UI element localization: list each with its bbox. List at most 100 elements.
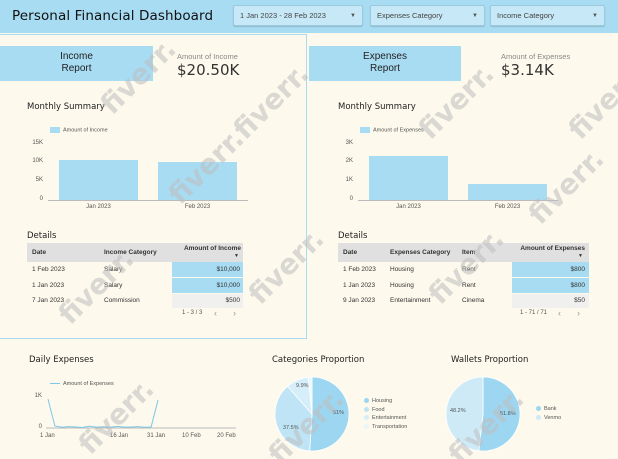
expenses-xtick-feb: Feb 2023 (494, 204, 521, 210)
legend-dot (364, 398, 369, 404)
daily-ytick-0: 0 (38, 424, 42, 430)
income-category-filter[interactable]: Income Category ▼ (490, 5, 605, 26)
income-pager: 1 - 3 / 3 (182, 310, 203, 316)
legend-dot (536, 406, 541, 412)
date-range-filter[interactable]: 1 Jan 2023 - 28 Feb 2023 ▼ (233, 5, 363, 26)
daily-xtick: 1 Jan (40, 433, 55, 439)
legend-dot (536, 414, 541, 420)
expenses-bar-jan-2023[interactable] (369, 156, 448, 200)
income-amount-value: $20.50K (177, 61, 240, 79)
daily-xtick: 16 Jan (110, 433, 129, 439)
expenses-bar-feb-2023[interactable] (468, 184, 547, 200)
legend-item[interactable]: Venmo (536, 414, 561, 423)
table-cell: $800 (570, 266, 585, 273)
expenses-report-line2: Report (369, 63, 400, 74)
wal-pie-label-venmo: 48.2% (450, 408, 466, 414)
next-page-icon[interactable]: › (577, 308, 580, 318)
legend-item[interactable]: Food (364, 406, 407, 415)
income-ytick-0: 0 (39, 196, 43, 202)
legend-item[interactable]: Housing (364, 397, 407, 406)
expenses-ytick-3k: 3K (345, 140, 353, 146)
expenses-category-filter[interactable]: Expenses Category ▼ (370, 5, 485, 26)
expenses-ytick-1k: 1K (345, 177, 353, 183)
income-col-amount[interactable]: Amount of Income (183, 245, 241, 252)
pie-slice[interactable] (445, 376, 484, 452)
categories-pie-chart[interactable] (273, 375, 351, 453)
income-report-box: Income Report (0, 46, 153, 81)
table-cell: 7 Jan 2023 (32, 297, 65, 304)
legend-label: Food (372, 406, 385, 413)
table-cell: Salary (104, 282, 123, 289)
legend-swatch (360, 127, 370, 133)
expenses-report-box: Expenses Report (309, 46, 461, 81)
expenses-ytick-2k: 2K (345, 158, 353, 164)
expenses-ytick-0: 0 (349, 196, 353, 202)
income-summary-title: Monthly Summary (27, 102, 105, 112)
income-legend: Amount of Income (50, 127, 108, 133)
table-cell: Rent (462, 266, 476, 273)
table-cell: 1 Jan 2023 (32, 282, 65, 289)
income-ytick-15k: 15K (32, 140, 43, 146)
table-cell: Housing (390, 282, 414, 289)
income-report-line1: Income (60, 51, 93, 62)
income-col-date[interactable]: Date (32, 249, 47, 256)
expenses-col-category[interactable]: Expenses Category (390, 249, 451, 256)
daily-xtick: 10 Feb (182, 433, 201, 439)
prev-page-icon[interactable]: ‹ (558, 308, 561, 318)
expenses-col-date[interactable]: Date (343, 249, 358, 256)
income-col-category[interactable]: Income Category (104, 249, 157, 256)
chevron-down-icon: ▼ (592, 12, 598, 19)
pie-slice[interactable] (307, 376, 313, 415)
daily-legend-label: Amount of Expenses (63, 381, 114, 387)
table-cell: Cinema (462, 297, 485, 304)
income-bar-jan-2023[interactable] (59, 160, 138, 200)
wal-pie-label-bank: 51.8% (500, 411, 516, 417)
expenses-amount-label: Amount of Expenses (501, 52, 571, 61)
expenses-legend: Amount of Expenses (360, 127, 424, 133)
income-table-header (27, 243, 243, 262)
legend-dot (364, 423, 369, 429)
income-bar-feb-2023[interactable] (158, 162, 237, 200)
next-page-icon[interactable]: › (233, 308, 236, 318)
pie-slice[interactable] (309, 376, 350, 452)
wallets-pie-chart[interactable] (444, 375, 522, 453)
legend-label: Entertainment (372, 415, 407, 421)
income-ytick-5k: 5K (35, 177, 43, 183)
watermark: fiverr. (561, 57, 618, 146)
income-category-label: Income Category (497, 11, 555, 20)
legend-label: Venmo (544, 414, 562, 421)
legend-item[interactable]: Entertainment (364, 414, 407, 423)
legend-item[interactable]: Bank (536, 405, 561, 414)
expenses-amount-bar-2 (512, 278, 589, 293)
income-report-line2: Report (61, 63, 92, 74)
expenses-category-label: Expenses Category (377, 11, 443, 20)
expenses-pager: 1 - 71 / 71 (520, 310, 548, 316)
table-cell: $500 (225, 297, 240, 304)
expenses-col-item[interactable]: Item (462, 249, 476, 256)
income-x-axis (48, 200, 248, 201)
daily-expenses-series-line (47, 398, 159, 429)
legend-label: Bank (544, 406, 557, 412)
legend-item[interactable]: Transportation (364, 423, 407, 432)
cat-pie-label-food: 37.5% (283, 425, 299, 431)
legend-dot (364, 406, 369, 412)
daily-expenses-line-chart[interactable] (46, 392, 241, 430)
sort-desc-icon[interactable]: ▼ (234, 253, 239, 259)
wallets-legend: Bank Venmo (536, 405, 561, 422)
prev-page-icon[interactable]: ‹ (214, 308, 217, 318)
expenses-col-amount[interactable]: Amount of Expenses (520, 245, 585, 252)
legend-label: Housing (372, 398, 393, 404)
expenses-summary-title: Monthly Summary (338, 102, 416, 112)
table-cell: Rent (462, 282, 476, 289)
table-cell: Commission (104, 297, 140, 304)
pie-slice[interactable] (478, 376, 521, 452)
table-cell: 1 Feb 2023 (343, 266, 376, 273)
pie-slice[interactable] (274, 385, 313, 452)
daily-expenses-title: Daily Expenses (29, 355, 94, 365)
legend-line (50, 383, 60, 385)
legend-dot (364, 415, 369, 421)
sort-desc-icon[interactable]: ▼ (578, 253, 583, 259)
table-cell: 1 Jan 2023 (343, 282, 376, 289)
expenses-x-axis (358, 200, 558, 201)
expenses-table-header (338, 243, 589, 262)
